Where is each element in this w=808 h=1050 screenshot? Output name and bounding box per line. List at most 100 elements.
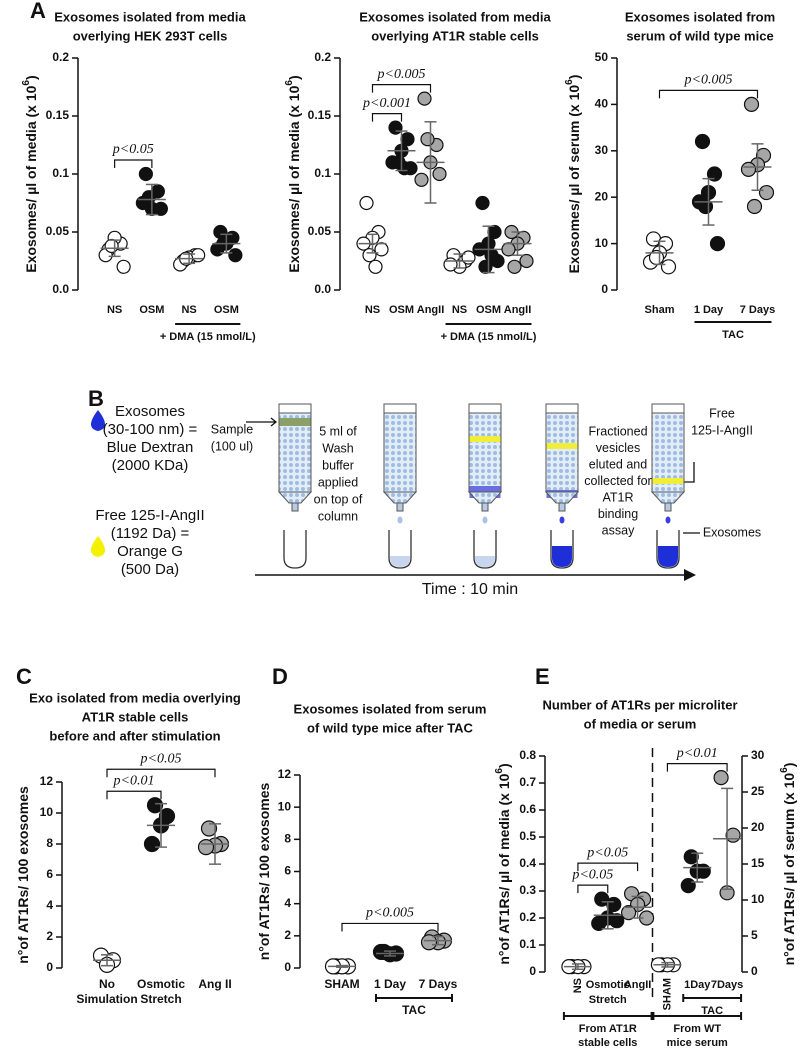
droplet [397,516,403,524]
legend-text: Orange G [117,543,183,560]
data-point [397,161,412,176]
axis-title-part: ) [781,763,797,768]
y-tick-label: 0.1 [314,166,331,180]
column-tip [558,502,566,512]
step-text: Wash [322,441,354,455]
tube-liquid [552,546,572,567]
x-tick-label: Ang II [198,977,231,991]
data-point [116,259,131,274]
step-text: Exosomes [703,525,761,539]
step-text: collected for [584,474,651,488]
y-tick-label: 0.4 [519,856,536,870]
axis-title-part: ) [23,75,39,80]
panel-label: A [30,0,46,23]
x-tick-label: AngII [624,979,652,991]
y-tick-label: 20 [595,189,609,203]
data-point [200,820,218,837]
x-tick-label: Stretch [140,992,181,1006]
data-point [388,120,403,135]
chart-title: of wild type mice after TAC [307,720,474,735]
column-tip [481,502,489,512]
step-text: eluted and [589,457,647,471]
axis-title: Exosomes/ µl of media (x 106) [284,75,302,272]
axis-title-part: Exosomes/ µl of media (x 10 [23,85,39,272]
x-tick-label: 7 Days [419,977,458,991]
tube-liquid [658,546,678,567]
y-tick-label: 0.5 [519,829,536,843]
droplet [665,516,671,524]
data-point [138,166,153,182]
y-tick-label: 6 [46,867,53,881]
group-label: From AT1R [579,1023,637,1035]
y-tick-label: 10 [751,892,765,906]
data-point [609,913,625,929]
y-tick-label: 12 [40,774,54,788]
bracket [106,790,162,800]
group-label: TAC [722,329,744,341]
axis-title-part: Exosomes/ µl of media (x 10 [286,85,302,272]
data-point [104,238,119,254]
x-tick-label: OSM [476,304,501,316]
chart-title: overlying AT1R stable cells [371,28,539,43]
arrow-head [684,569,696,581]
y-tick-label: 0.1 [52,166,69,180]
legend-text: Exosomes [115,403,185,420]
data-point [143,835,161,853]
p-value: p<0.005 [365,906,414,921]
drop-icon [91,410,105,431]
axis-title-part: ) [286,75,302,80]
step-text: binding [598,507,638,521]
y-tick-label: 8 [46,836,53,850]
step-text: Sample [211,422,253,436]
y-tick-label: 0.2 [314,50,331,64]
chart-title: Exo isolated from media overlying [29,690,241,705]
bracket [371,113,403,122]
column-top [545,403,579,414]
bracket [106,768,216,778]
y-tick-label: 4 [46,898,53,912]
y-tick-label: 0 [601,282,608,296]
data-point [743,96,760,113]
column-tip [291,502,299,512]
y-tick-label: 40 [595,97,609,111]
data-point [461,250,476,265]
axis-title-part: n°of AT1Rs/ 100 exosomes [15,786,31,964]
axis-title-part: 6 [564,79,575,85]
y-tick-label: 0.3 [519,883,536,897]
p-value: p<0.05 [112,142,154,157]
axis-title-part: n°of AT1Rs/ 100 exosomes [256,783,272,961]
data-point [372,943,390,961]
group-label: TAC [701,1005,723,1017]
y-tick-label: 4 [284,896,291,910]
step-text: applied [318,475,358,489]
data-point [197,838,215,856]
p-value: p<0.001 [362,96,411,111]
y-tick-label: 0.8 [519,748,536,762]
data-point [725,827,741,843]
data-point [746,198,763,215]
legend-text: (2000 KDa) [112,457,189,474]
data-point [660,259,677,275]
data-point [414,172,429,187]
data-point [432,166,447,182]
y-tick-label: 0.15 [46,108,70,122]
data-point [758,184,775,201]
x-tick-label: NS [365,304,380,316]
p-value: p<0.01 [676,746,718,761]
x-tick-label: 1 Day [694,304,724,316]
step-text: assay [602,523,635,537]
step-text: 125-I-AngII [691,423,753,437]
drop-icon [91,536,105,557]
group-label: mice serum [667,1037,728,1049]
data-point [484,248,499,263]
step-text: vesicles [596,441,640,455]
data-point [420,132,435,147]
data-point [591,915,607,932]
y-tick-label: 30 [595,143,609,157]
y-tick-label: 0.0 [314,282,331,296]
legend-text: Free 125-I-AngII [95,507,204,524]
tube [283,530,307,569]
band [546,443,578,449]
data-point [400,132,415,147]
y-tick-label: 0.05 [308,224,332,238]
